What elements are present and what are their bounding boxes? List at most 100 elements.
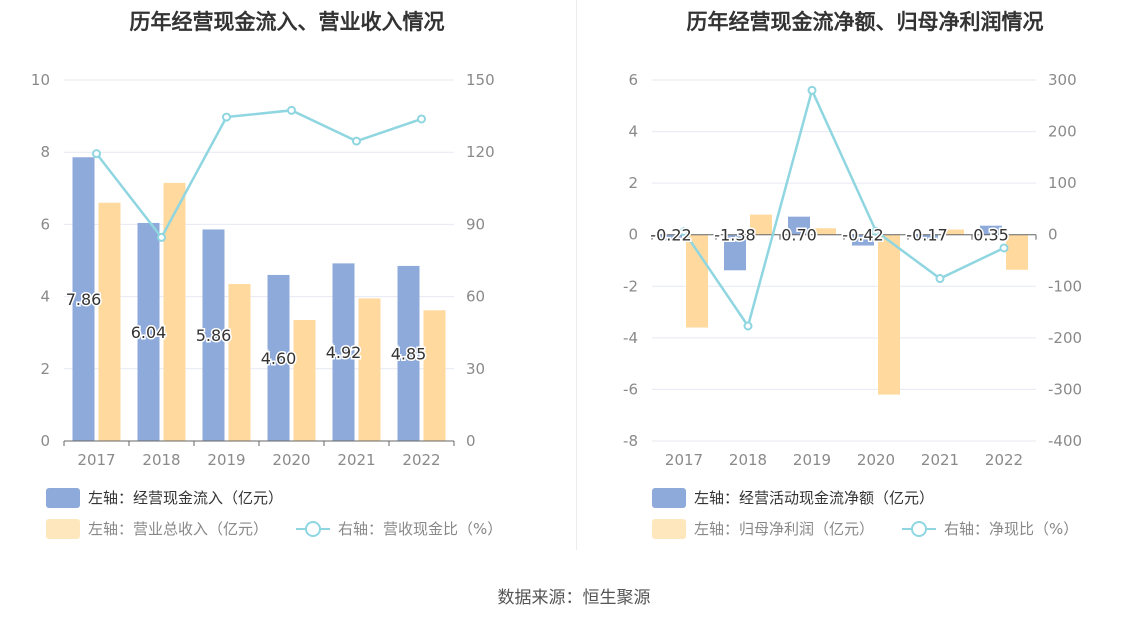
data-label: -0.42	[842, 226, 883, 245]
data-label: 7.86	[66, 290, 102, 309]
bar-blue	[137, 222, 160, 441]
chart-left: 0 2 4 6 8 10 0 30 60 90 120 150 2017 2018 2019 2020 2021…	[31, 71, 495, 469]
data-label: -0.17	[906, 226, 947, 245]
bar-orange	[423, 310, 446, 441]
data-label: 0.70	[781, 226, 817, 245]
legend-item-ratio[interactable]: 右轴：营收现金比（%）	[296, 518, 502, 539]
bar-blue	[980, 225, 1002, 235]
bar-blue	[724, 234, 746, 271]
right-axis-tick: 300	[1048, 71, 1077, 89]
ratio-point	[871, 226, 881, 236]
right-axis-tick: 120	[466, 143, 495, 161]
chart-panel-right: 历年经营现金流净额、归母净利润情况 -8 -6 -4 -2 0 2 4 6 -400 -300 -2…	[578, 0, 1148, 560]
bar-orange	[98, 202, 121, 441]
ratio-point	[807, 85, 817, 95]
x-axis-tick: 2021	[337, 451, 375, 469]
bar-orange	[293, 320, 316, 441]
legend-label: 左轴：营业总收入（亿元）	[88, 520, 269, 538]
bar-blue	[72, 157, 95, 441]
bar-blue	[788, 216, 810, 235]
ratio-point	[935, 274, 945, 284]
data-label: -1.38	[714, 226, 755, 245]
left-axis-tick: -6	[623, 380, 638, 398]
left-axis-tick: 2	[628, 174, 638, 192]
chart-title-left: 历年经营现金流入、营业收入情况	[129, 10, 445, 34]
legend-item-net-cash-flow[interactable]: 左轴：经营活动现金流净额（亿元）	[652, 487, 934, 508]
ratio-point	[222, 112, 231, 122]
data-label: 0.35	[973, 226, 1009, 245]
legend-item-net-profit[interactable]: 左轴：归母净利润（亿元）	[652, 518, 874, 539]
data-label: 4.92	[326, 343, 362, 362]
left-axis-tick: 4	[40, 288, 50, 306]
x-axis-tick: 2017	[665, 451, 703, 469]
legend-item-revenue[interactable]: 左轴：营业总收入（亿元）	[46, 518, 268, 539]
ratio-point	[92, 149, 101, 159]
legend-label: 右轴：净现比（%）	[944, 520, 1079, 538]
left-axis-tick: 4	[628, 123, 638, 141]
legend-label: 右轴：营收现金比（%）	[338, 520, 503, 538]
ratio-point	[287, 105, 296, 115]
legend-line-icon	[296, 519, 330, 539]
ratio-point	[743, 321, 753, 331]
bar-blue	[332, 263, 355, 441]
chart-title-right: 历年经营现金流净额、归母净利润情况	[686, 10, 1044, 34]
left-axis-tick: -8	[623, 432, 638, 450]
x-axis-tick: 2020	[272, 451, 310, 469]
bar-blue	[397, 265, 420, 441]
bar-orange	[750, 214, 772, 235]
bar-blue	[267, 274, 290, 441]
ratio-point	[157, 232, 166, 242]
right-axis-tick: 0	[1048, 226, 1058, 244]
left-axis-tick: 6	[40, 215, 50, 233]
right-axis-tick: 150	[466, 71, 495, 89]
left-axis-tick: 10	[31, 71, 50, 89]
right-axis-tick: 60	[466, 288, 485, 306]
bar-blue	[202, 229, 225, 441]
x-axis-tick: 2019	[207, 451, 245, 469]
left-axis-tick: 6	[628, 71, 638, 89]
right-axis-tick: 0	[466, 432, 476, 450]
x-axis-tick: 2018	[729, 451, 767, 469]
right-axis-tick: -400	[1048, 432, 1082, 450]
bar-orange	[1006, 234, 1028, 270]
bar-orange	[358, 298, 381, 441]
bar-orange	[228, 283, 251, 441]
bar-orange	[878, 234, 900, 395]
x-axis-tick: 2022	[402, 451, 440, 469]
legend-label: 左轴：经营现金流入（亿元）	[88, 489, 284, 507]
legend-swatch-orange	[652, 518, 686, 539]
bar-orange	[163, 182, 186, 441]
legend-item-net-cash-ratio[interactable]: 右轴：净现比（%）	[902, 518, 1078, 539]
legend-swatch-orange	[46, 518, 80, 539]
x-axis-tick: 2021	[921, 451, 959, 469]
right-axis-tick: -100	[1048, 277, 1082, 295]
legend-label: 左轴：经营活动现金流净额（亿元）	[694, 489, 935, 507]
ratio-point	[417, 114, 426, 124]
legend-line-icon	[902, 519, 936, 539]
left-axis-tick: -2	[623, 277, 638, 295]
ratio-line	[682, 86, 1005, 329]
legend-item-cash-inflow[interactable]: 左轴：经营现金流入（亿元）	[46, 487, 283, 508]
x-axis-tick: 2018	[142, 451, 180, 469]
x-axis-tick: 2022	[985, 451, 1023, 469]
data-label: -0.22	[650, 226, 691, 245]
ratio-line	[95, 109, 422, 240]
left-axis-tick: -4	[623, 329, 638, 347]
bar-orange	[942, 229, 964, 235]
x-axis-tick: 2017	[77, 451, 115, 469]
data-label: 4.85	[391, 344, 427, 363]
ratio-point	[352, 136, 361, 146]
data-label: 5.86	[196, 326, 232, 345]
legend-swatch-blue	[46, 487, 80, 508]
x-axis-tick: 2019	[793, 451, 831, 469]
bar-blue	[660, 234, 682, 241]
bar-blue	[916, 234, 938, 240]
right-axis-tick: 200	[1048, 123, 1077, 141]
ratio-point	[679, 227, 689, 237]
x-axis-tick: 2020	[857, 451, 895, 469]
legend-label: 左轴：归母净利润（亿元）	[694, 520, 875, 538]
panel-divider	[576, 0, 577, 550]
ratio-point	[999, 243, 1009, 253]
right-axis-tick: -300	[1048, 380, 1082, 398]
bar-orange	[814, 228, 836, 235]
